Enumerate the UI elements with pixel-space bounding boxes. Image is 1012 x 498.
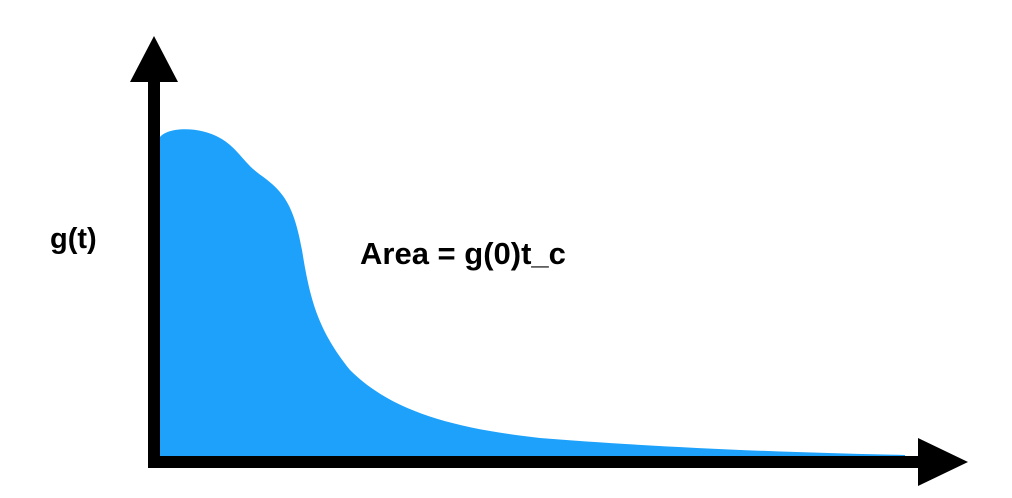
area-under-curve bbox=[158, 129, 905, 462]
y-axis bbox=[148, 72, 160, 468]
x-axis bbox=[148, 456, 930, 468]
x-axis-arrowhead bbox=[918, 438, 968, 486]
y-axis-label: g(t) bbox=[50, 223, 97, 255]
area-annotation: Area = g(0)t_c bbox=[360, 236, 566, 271]
y-axis-arrowhead bbox=[130, 36, 178, 82]
